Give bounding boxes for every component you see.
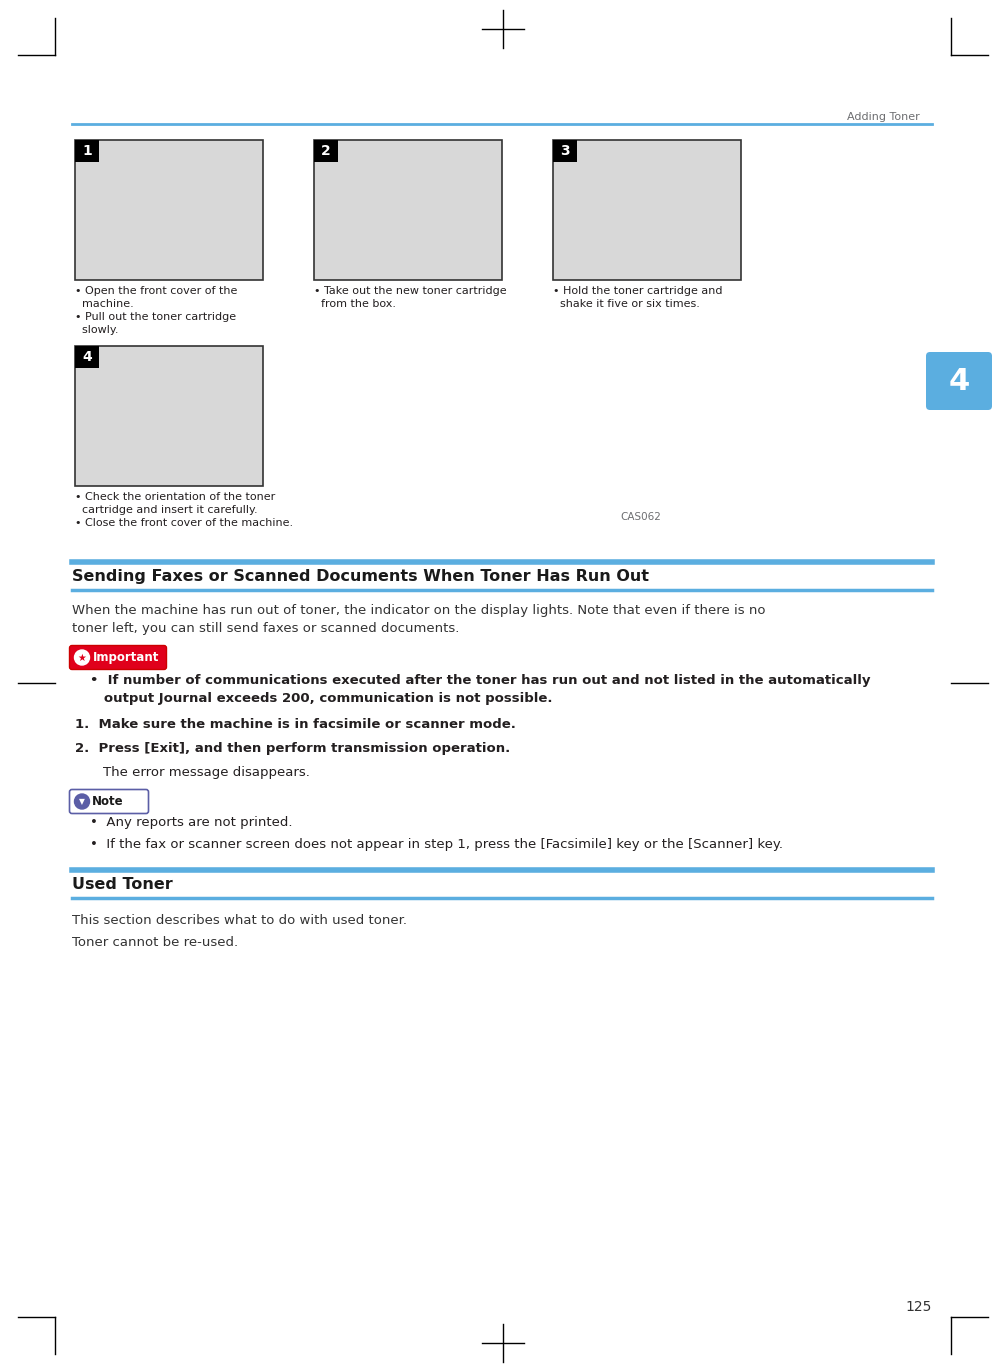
Text: 2.  Press [Exit], and then perform transmission operation.: 2. Press [Exit], and then perform transm…	[75, 742, 510, 755]
Bar	[553, 140, 741, 280]
Text: 1.  Make sure the machine is in facsimile or scanner mode.: 1. Make sure the machine is in facsimile…	[75, 718, 516, 731]
Text: The error message disappears.: The error message disappears.	[103, 766, 310, 779]
Text: Used Toner: Used Toner	[72, 877, 173, 892]
Text: machine.: machine.	[75, 299, 134, 309]
Text: When the machine has run out of toner, the indicator on the display lights. Note: When the machine has run out of toner, t…	[72, 604, 766, 617]
Text: • Pull out the toner cartridge: • Pull out the toner cartridge	[75, 311, 236, 322]
Bar	[75, 140, 263, 280]
Text: 125: 125	[905, 1301, 932, 1314]
Text: This section describes what to do with used toner.: This section describes what to do with u…	[72, 914, 407, 927]
Text: from the box.: from the box.	[314, 299, 396, 309]
Text: shake it five or six times.: shake it five or six times.	[553, 299, 700, 309]
Bar	[314, 140, 338, 162]
Text: toner left, you can still send faxes or scanned documents.: toner left, you can still send faxes or …	[72, 622, 460, 635]
Text: • Take out the new toner cartridge: • Take out the new toner cartridge	[314, 285, 507, 296]
Text: •  If number of communications executed after the toner has run out and not list: • If number of communications executed a…	[90, 674, 870, 687]
Text: • Close the front cover of the machine.: • Close the front cover of the machine.	[75, 519, 293, 528]
Text: Important: Important	[93, 650, 159, 664]
Text: 1: 1	[82, 144, 92, 158]
Text: 3: 3	[560, 144, 569, 158]
Text: cartridge and insert it carefully.: cartridge and insert it carefully.	[75, 505, 258, 514]
FancyBboxPatch shape	[69, 789, 149, 814]
Text: output Journal exceeds 200, communication is not possible.: output Journal exceeds 200, communicatio…	[90, 691, 552, 705]
Text: Toner cannot be re-used.: Toner cannot be re-used.	[72, 936, 238, 949]
Text: • Hold the toner cartridge and: • Hold the toner cartridge and	[553, 285, 722, 296]
Text: •  Any reports are not printed.: • Any reports are not printed.	[90, 816, 293, 829]
Text: Sending Faxes or Scanned Documents When Toner Has Run Out: Sending Faxes or Scanned Documents When …	[72, 569, 649, 584]
FancyBboxPatch shape	[69, 645, 167, 670]
Text: ▼: ▼	[79, 797, 85, 805]
Bar	[553, 140, 577, 162]
Circle shape	[74, 650, 90, 665]
Text: Note: Note	[92, 794, 124, 808]
Text: 4: 4	[82, 350, 92, 364]
Text: •  If the fax or scanner screen does not appear in step 1, press the [Facsimile]: • If the fax or scanner screen does not …	[90, 838, 783, 851]
Text: 2: 2	[321, 144, 331, 158]
Text: slowly.: slowly.	[75, 325, 119, 335]
Bar	[75, 346, 263, 486]
Bar	[75, 140, 99, 162]
Bar	[314, 140, 502, 280]
Text: • Check the orientation of the toner: • Check the orientation of the toner	[75, 493, 276, 502]
Text: • Open the front cover of the: • Open the front cover of the	[75, 285, 237, 296]
Text: 4: 4	[949, 366, 970, 395]
Circle shape	[74, 794, 90, 809]
FancyBboxPatch shape	[926, 353, 992, 410]
Bar	[75, 346, 99, 368]
Text: Adding Toner: Adding Toner	[847, 113, 920, 122]
Text: CAS062: CAS062	[620, 512, 661, 521]
Text: ★: ★	[77, 653, 87, 663]
